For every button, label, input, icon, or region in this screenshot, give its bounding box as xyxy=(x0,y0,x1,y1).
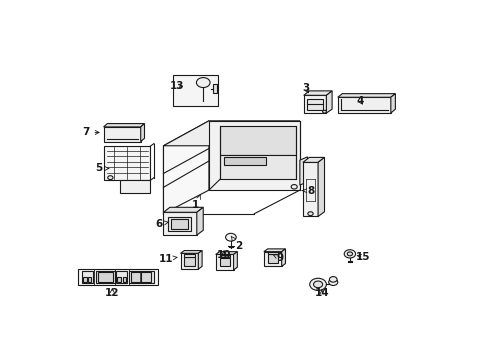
Text: 4: 4 xyxy=(356,96,364,107)
Polygon shape xyxy=(303,91,331,95)
Polygon shape xyxy=(180,253,198,269)
Polygon shape xyxy=(220,156,296,179)
Bar xyxy=(219,258,230,266)
Polygon shape xyxy=(120,180,150,193)
Bar xyxy=(78,269,158,285)
Polygon shape xyxy=(337,97,390,113)
Text: 1: 1 xyxy=(192,195,200,210)
Text: 3: 3 xyxy=(301,83,308,93)
Circle shape xyxy=(225,233,236,241)
Polygon shape xyxy=(215,252,237,255)
Bar xyxy=(129,271,154,283)
Bar xyxy=(173,75,218,107)
Circle shape xyxy=(322,110,326,113)
Bar xyxy=(83,277,87,282)
Polygon shape xyxy=(198,251,202,269)
Polygon shape xyxy=(233,252,237,270)
Text: 12: 12 xyxy=(105,288,119,298)
Polygon shape xyxy=(215,255,233,270)
Circle shape xyxy=(313,281,322,288)
Polygon shape xyxy=(224,157,265,165)
Polygon shape xyxy=(163,121,208,214)
Bar xyxy=(96,271,114,283)
Polygon shape xyxy=(281,249,285,266)
Polygon shape xyxy=(163,212,196,235)
Text: 2: 2 xyxy=(231,236,242,251)
Bar xyxy=(171,219,187,229)
Polygon shape xyxy=(302,157,324,162)
Polygon shape xyxy=(302,162,317,216)
Circle shape xyxy=(309,278,326,291)
Bar xyxy=(219,255,230,257)
Bar xyxy=(168,217,190,231)
Bar xyxy=(116,271,127,283)
Polygon shape xyxy=(103,123,144,127)
Bar xyxy=(307,99,322,110)
Polygon shape xyxy=(103,146,150,180)
Text: 14: 14 xyxy=(314,288,328,298)
Bar xyxy=(267,252,278,254)
Text: 6: 6 xyxy=(155,219,168,229)
Bar xyxy=(117,277,121,282)
Circle shape xyxy=(196,77,210,87)
Polygon shape xyxy=(264,252,281,266)
Polygon shape xyxy=(141,123,144,141)
Text: 5: 5 xyxy=(95,163,108,174)
Circle shape xyxy=(346,252,352,256)
Text: 7: 7 xyxy=(82,127,99,138)
Polygon shape xyxy=(163,207,203,212)
Polygon shape xyxy=(303,95,326,113)
Polygon shape xyxy=(326,91,331,113)
Text: 15: 15 xyxy=(356,252,370,262)
Circle shape xyxy=(344,250,355,258)
Circle shape xyxy=(329,276,336,282)
Polygon shape xyxy=(337,94,395,97)
Bar xyxy=(122,277,126,282)
Bar xyxy=(98,272,113,282)
Text: 9: 9 xyxy=(273,253,283,263)
Polygon shape xyxy=(390,94,395,113)
Circle shape xyxy=(328,279,337,285)
Bar xyxy=(184,255,195,257)
Polygon shape xyxy=(208,121,299,190)
Bar xyxy=(82,271,93,283)
Polygon shape xyxy=(163,121,299,146)
Text: 10: 10 xyxy=(216,250,231,260)
Polygon shape xyxy=(196,207,203,235)
Polygon shape xyxy=(103,127,141,141)
Bar xyxy=(141,272,151,282)
Bar xyxy=(87,277,91,282)
Bar xyxy=(212,84,216,93)
Bar xyxy=(131,272,141,282)
Polygon shape xyxy=(264,249,285,252)
Text: 8: 8 xyxy=(302,186,314,196)
Circle shape xyxy=(107,176,113,180)
Text: 11: 11 xyxy=(159,254,177,264)
Polygon shape xyxy=(317,157,324,216)
Bar xyxy=(267,255,278,263)
Text: 13: 13 xyxy=(169,81,183,91)
Polygon shape xyxy=(299,157,307,185)
Circle shape xyxy=(290,185,297,189)
Polygon shape xyxy=(220,126,296,156)
Bar xyxy=(184,257,195,266)
Polygon shape xyxy=(180,251,202,253)
Circle shape xyxy=(307,212,312,216)
